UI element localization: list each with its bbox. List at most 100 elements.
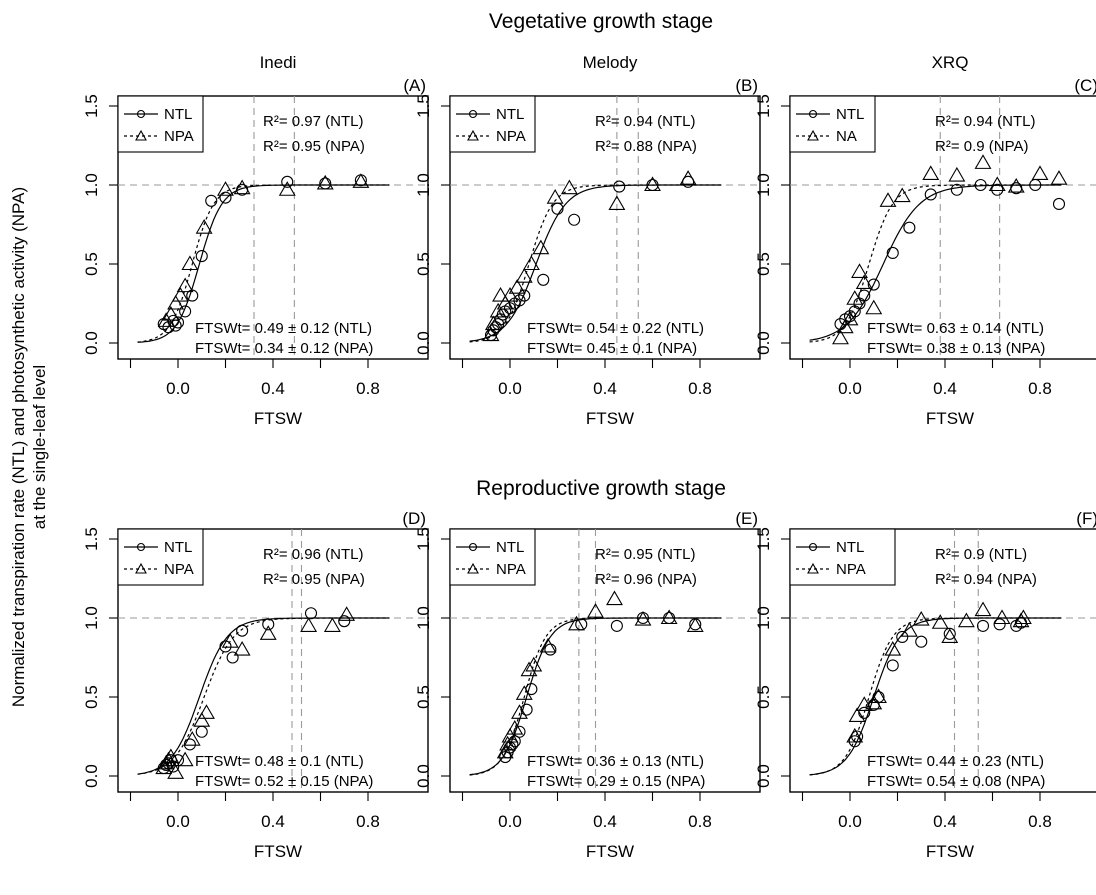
fit-curve-ntl bbox=[809, 617, 1062, 776]
point-npa bbox=[865, 299, 883, 315]
legend-box bbox=[449, 95, 536, 153]
ftswt-npa-annotation: FTSWt= 0.52 ± 0.15 (NPA) bbox=[195, 773, 373, 790]
point-ntl bbox=[943, 627, 956, 640]
y-tick-label: 0.0 bbox=[754, 331, 773, 355]
point-npa bbox=[181, 255, 199, 271]
point-npa bbox=[686, 617, 704, 632]
legend-circle-marker bbox=[808, 109, 818, 119]
r2-npa-annotation: R²= 0.88 (NPA) bbox=[595, 138, 697, 155]
point-npa bbox=[195, 219, 213, 234]
x-tick-label: 0.4 bbox=[933, 379, 957, 398]
point-ntl bbox=[179, 305, 192, 318]
r2-npa-annotation: R²= 0.95 (NPA) bbox=[263, 571, 365, 588]
point-ntl bbox=[610, 619, 623, 632]
point-ntl bbox=[518, 289, 531, 302]
legend: NTL NPA bbox=[449, 95, 536, 153]
ftswt-npa-annotation: FTSWt= 0.38 ± 0.13 (NPA) bbox=[867, 340, 1045, 357]
panels: Inedi (A) 0.0 0.5 1.0 1.5 0.0 0.4 0.8 FTSW NTL NPA R… bbox=[82, 53, 1096, 861]
y-tick-label: 0.0 bbox=[82, 764, 101, 788]
r2-ntl-annotation: R²= 0.94 (NTL) bbox=[595, 113, 695, 130]
legend-label: NPA bbox=[836, 561, 866, 578]
ftswt-npa-annotation: FTSWt= 0.54 ± 0.08 (NPA) bbox=[867, 773, 1045, 790]
panel-c: XRQ (C) 0.0 0.5 1.0 1.5 0.0 0.4 0.8 FTSW NTL NA R²= … bbox=[754, 53, 1096, 428]
point-ntl bbox=[281, 175, 294, 188]
point-ntl bbox=[195, 250, 208, 263]
point-npa bbox=[893, 187, 911, 203]
legend-triangle-marker bbox=[807, 562, 819, 574]
point-npa bbox=[489, 302, 507, 318]
point-npa bbox=[492, 286, 509, 302]
r2-npa-annotation: R²= 0.96 (NPA) bbox=[595, 571, 697, 588]
y-tick-label: 0.5 bbox=[754, 252, 773, 276]
point-ntl bbox=[915, 635, 928, 648]
panel-e: (E) 0.0 0.5 1.0 1.5 0.0 0.4 0.8 FTSW NTL NPA R²= 0.… bbox=[414, 509, 761, 861]
legend-box bbox=[789, 528, 896, 586]
y-tick-label: 0.0 bbox=[82, 331, 101, 355]
point-npa bbox=[499, 735, 517, 751]
panel-tag: (C) bbox=[1074, 76, 1096, 95]
point-ntl bbox=[858, 706, 871, 719]
point-npa bbox=[568, 615, 585, 631]
fit-curve-npa bbox=[137, 184, 390, 343]
point-npa bbox=[988, 176, 1006, 192]
r2-ntl-annotation: R²= 0.97 (NTL) bbox=[263, 113, 363, 130]
point-npa bbox=[1050, 170, 1068, 185]
point-ntl bbox=[262, 618, 275, 631]
legend-circle-marker bbox=[808, 542, 818, 552]
point-npa bbox=[515, 685, 533, 700]
point-ntl bbox=[903, 221, 916, 234]
legend-triangle-marker bbox=[467, 129, 479, 141]
legend-box bbox=[117, 95, 204, 153]
legend: NTL NPA bbox=[117, 528, 204, 586]
x-tick-label: 0.8 bbox=[1028, 379, 1052, 398]
y-tick-label: 1.0 bbox=[414, 173, 433, 197]
x-tick-label: 0.4 bbox=[593, 379, 617, 398]
point-ntl bbox=[858, 289, 871, 302]
y-tick-label: 1.0 bbox=[414, 606, 433, 630]
point-npa bbox=[922, 165, 940, 180]
point-npa bbox=[176, 277, 194, 293]
y-tick-label: 0.5 bbox=[414, 252, 433, 276]
x-tick-label: 0.4 bbox=[261, 379, 285, 398]
legend-label: NPA bbox=[164, 128, 194, 145]
fit-curve-npa bbox=[137, 617, 390, 775]
y-axis-label-line2: at the single-leaf level bbox=[30, 365, 49, 529]
y-axis-label-line1: Normalized transpiration rate (NTL) and … bbox=[9, 187, 28, 707]
legend-label: NTL bbox=[496, 106, 524, 123]
point-npa bbox=[931, 614, 949, 629]
y-tick-label: 1.0 bbox=[82, 173, 101, 197]
point-npa bbox=[836, 318, 854, 334]
legend-label: NPA bbox=[496, 128, 526, 145]
point-npa bbox=[855, 274, 873, 290]
point-ntl bbox=[886, 246, 899, 259]
legend-label: NTL bbox=[164, 539, 192, 556]
y-tick-label: 0.5 bbox=[754, 685, 773, 709]
point-npa bbox=[300, 617, 318, 632]
legend-circle-marker bbox=[468, 542, 478, 552]
ftswt-ntl-annotation: FTSWt= 0.49 ± 0.12 (NTL) bbox=[195, 320, 372, 337]
point-ntl bbox=[226, 651, 239, 664]
point-npa bbox=[323, 617, 341, 632]
row-title-vegetative: Vegetative growth stage bbox=[489, 10, 713, 33]
legend: NTL NPA bbox=[449, 528, 536, 586]
legend-circle-marker bbox=[136, 542, 146, 552]
point-npa bbox=[352, 173, 370, 188]
point-npa bbox=[884, 640, 902, 656]
point-npa bbox=[974, 601, 992, 617]
point-npa bbox=[259, 625, 277, 640]
point-npa bbox=[841, 310, 859, 326]
point-ntl bbox=[682, 175, 695, 188]
point-npa bbox=[855, 696, 873, 711]
point-npa bbox=[233, 179, 251, 195]
x-tick-label: 0.0 bbox=[838, 812, 862, 831]
point-ntl bbox=[976, 619, 990, 632]
x-tick-label: 0.8 bbox=[688, 812, 712, 831]
point-npa bbox=[316, 174, 334, 190]
point-ntl bbox=[513, 294, 526, 307]
x-axis-label: FTSW bbox=[254, 842, 302, 861]
y-tick-label: 1.5 bbox=[754, 94, 773, 118]
panel-tag: (E) bbox=[735, 509, 758, 528]
ftswt-npa-annotation: FTSWt= 0.29 ± 0.15 (NPA) bbox=[527, 773, 705, 790]
panel-b: Melody (B) 0.0 0.5 1.0 1.5 0.0 0.4 0.8 FTSW NTL NPA… bbox=[414, 53, 761, 428]
point-ntl bbox=[568, 213, 581, 226]
